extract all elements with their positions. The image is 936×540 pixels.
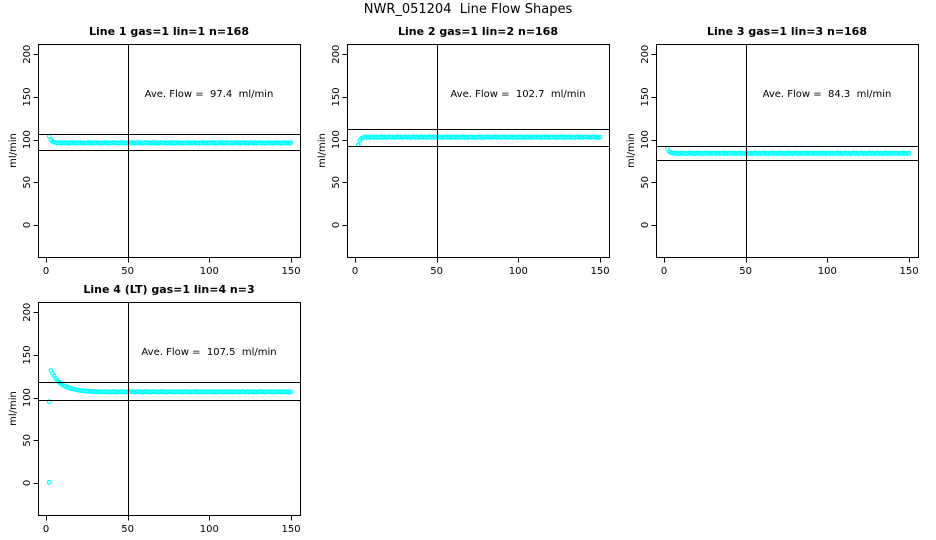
- x-axis: 0 50 100 150: [43, 515, 301, 535]
- data-points: [46, 368, 294, 485]
- subplot-3-title: Line 3 gas=1 lin=3 n=168: [706, 25, 867, 38]
- y-tick-label: 0: [22, 222, 33, 228]
- y-tick-label: 50: [22, 434, 33, 447]
- x-tick-label: 150: [590, 266, 609, 277]
- ave-flow-annotation-2: Ave. Flow = 102.7 ml/min: [450, 89, 586, 100]
- y-axis: 0 50 100 150 200: [22, 303, 39, 486]
- x-tick-label: 50: [739, 266, 752, 277]
- x-tick-label: 0: [352, 266, 358, 277]
- figure-title: NWR_051204 Line Flow Shapes: [363, 2, 573, 17]
- y-tick-label: 200: [640, 45, 651, 64]
- x-tick-label: 50: [430, 266, 443, 277]
- y-tick-label: 50: [331, 176, 342, 189]
- plot-frame: [656, 44, 919, 258]
- data-point: [288, 389, 294, 395]
- data-points: [46, 134, 294, 146]
- y-tick-label: 200: [22, 45, 33, 64]
- y-tick-label: 100: [640, 130, 651, 149]
- y-tick-label: 0: [640, 222, 651, 228]
- y-tick-label: 200: [331, 45, 342, 64]
- y-tick-label: 200: [22, 303, 33, 322]
- y-tick-label: 100: [22, 388, 33, 407]
- subplot-3-plot: 0 50 100 150 0 50 100 150 200 ml/min: [626, 44, 919, 277]
- x-tick-label: 100: [200, 524, 219, 535]
- y-tick-label: 100: [22, 130, 33, 149]
- outlier-point: [46, 399, 52, 405]
- data-points: [355, 134, 603, 148]
- subplot-2-title: Line 2 gas=1 lin=2 n=168: [397, 25, 558, 38]
- y-axis: 0 50 100 150 200: [331, 45, 348, 228]
- subplot-4-title: Line 4 (LT) gas=1 lin=4 n=3: [83, 283, 255, 296]
- y-axis-label: ml/min: [626, 133, 637, 168]
- x-tick-label: 100: [509, 266, 528, 277]
- y-tick-label: 100: [331, 130, 342, 149]
- x-tick-label: 100: [818, 266, 837, 277]
- y-tick-label: 50: [22, 176, 33, 189]
- x-axis: 0 50 100 150: [661, 257, 919, 277]
- y-tick-label: 150: [640, 87, 651, 106]
- x-axis: 0 50 100 150: [43, 257, 301, 277]
- x-tick-label: 150: [281, 524, 300, 535]
- x-tick-label: 100: [200, 266, 219, 277]
- x-tick-label: 0: [43, 266, 49, 277]
- y-tick-label: 0: [22, 480, 33, 486]
- data-point: [288, 140, 294, 146]
- plot-frame: [347, 44, 610, 258]
- subplot-2-plot: 0 50 100 150 0 50 100 150 200 ml/min: [317, 44, 610, 277]
- ave-flow-annotation-3: Ave. Flow = 84.3 ml/min: [762, 89, 892, 100]
- x-axis: 0 50 100 150: [352, 257, 610, 277]
- y-tick-label: 0: [331, 222, 342, 228]
- ave-flow-annotation-4: Ave. Flow = 107.5 ml/min: [141, 347, 277, 358]
- data-point: [46, 134, 52, 139]
- y-axis-label: ml/min: [317, 133, 328, 168]
- y-tick-label: 50: [640, 176, 651, 189]
- plot-frame: [38, 302, 301, 516]
- y-axis-label: ml/min: [8, 391, 19, 426]
- outlier-point: [46, 479, 52, 485]
- x-tick-label: 0: [661, 266, 667, 277]
- y-tick-label: 150: [22, 345, 33, 364]
- data-point: [597, 134, 603, 140]
- x-tick-label: 50: [121, 524, 134, 535]
- ave-flow-annotation-1: Ave. Flow = 97.4 ml/min: [144, 89, 274, 100]
- subplot-1-title: Line 1 gas=1 lin=1 n=168: [88, 25, 249, 38]
- data-points: [664, 145, 912, 157]
- x-tick-label: 150: [281, 266, 300, 277]
- x-tick-label: 0: [43, 524, 49, 535]
- data-point: [906, 150, 912, 156]
- subplot-1-plot: 0 50 100 150 0 50 100 150 200 ml/min: [8, 44, 301, 277]
- y-axis-label: ml/min: [8, 133, 19, 168]
- x-tick-label: 50: [121, 266, 134, 277]
- x-tick-label: 150: [899, 266, 918, 277]
- y-tick-label: 150: [331, 87, 342, 106]
- y-axis: 0 50 100 150 200: [640, 45, 657, 228]
- y-tick-label: 150: [22, 87, 33, 106]
- subplot-4-plot: 0 50 100 150 0 50 100 150 200 ml/min: [8, 302, 301, 535]
- y-axis: 0 50 100 150 200: [22, 45, 39, 228]
